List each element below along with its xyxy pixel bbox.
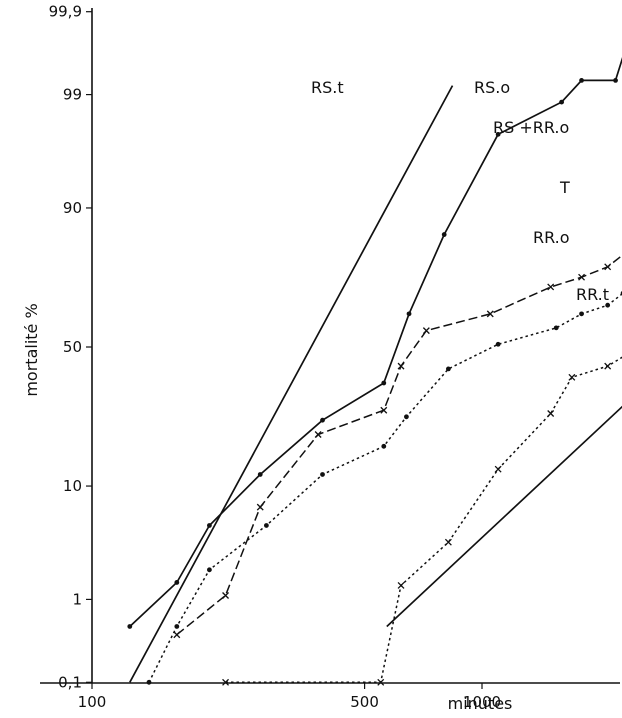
data-point — [406, 311, 412, 317]
data-point — [222, 678, 230, 686]
series-label-rr-t: RR.t — [576, 285, 609, 304]
series-rs-rr-o — [173, 254, 622, 639]
data-point — [486, 310, 494, 318]
data-point — [495, 131, 501, 137]
series-label-layer: RS.t RS.o RS +RR.o T RR.o RR.t — [311, 78, 609, 304]
series-line-rs-t — [129, 85, 454, 683]
x-tick-label: 1000 — [463, 693, 501, 711]
data-point — [381, 443, 387, 449]
data-point — [127, 624, 133, 629]
data-point — [579, 77, 584, 83]
data-point — [263, 523, 269, 528]
data-point — [568, 373, 576, 381]
data-point — [207, 523, 212, 528]
y-tick-label: 99 — [63, 86, 82, 104]
series-line-rs-rr-o — [176, 254, 622, 636]
data-point — [320, 417, 325, 423]
data-point — [404, 414, 409, 420]
data-point — [381, 380, 387, 386]
data-point — [604, 263, 612, 271]
data-point — [559, 99, 565, 105]
series-line-rs-o — [129, 56, 622, 628]
x-tick-label: 500 — [350, 693, 379, 711]
series-label-t: T — [559, 178, 570, 197]
x-axis-title: minutes — [448, 694, 513, 713]
data-point — [605, 302, 611, 308]
data-point — [444, 538, 452, 546]
data-point — [174, 624, 180, 629]
data-point — [547, 410, 555, 417]
y-axis-title: mortalité % — [22, 303, 41, 396]
series-label-rr-o: RR.o — [533, 228, 570, 247]
data-point — [397, 362, 405, 370]
data-point — [256, 503, 264, 511]
y-tick-label: 50 — [63, 338, 82, 356]
y-tick-label: 10 — [63, 477, 82, 495]
data-point — [578, 273, 586, 281]
data-point — [495, 341, 501, 347]
series-line-rr-o — [225, 356, 622, 684]
series-line-t — [148, 293, 622, 683]
series-rr-o — [222, 356, 622, 686]
series-line-rr-t — [386, 405, 622, 628]
series-label-rs-rr-o: RS +RR.o — [493, 118, 569, 137]
data-point — [613, 77, 618, 83]
data-point — [146, 679, 152, 685]
data-point — [441, 232, 447, 237]
data-point — [397, 581, 405, 589]
y-tick-label: 1 — [72, 590, 82, 608]
data-point — [494, 465, 502, 473]
data-point — [314, 431, 322, 438]
data-point — [257, 472, 263, 477]
series-label-rs-t: RS.t — [311, 78, 344, 97]
data-point — [579, 311, 584, 317]
data-point — [604, 362, 612, 370]
data-point — [377, 678, 385, 686]
series-rr-t — [386, 405, 622, 628]
y-tick-label: 99,9 — [49, 3, 82, 21]
series-t — [146, 291, 622, 685]
y-tick-label: 0,1 — [58, 673, 82, 691]
series-label-rs-o: RS.o — [474, 78, 510, 97]
y-tick-label: 90 — [63, 199, 82, 217]
data-point — [445, 366, 451, 372]
data-point — [320, 472, 325, 477]
data-point — [222, 592, 230, 599]
series-rs-o — [127, 56, 622, 629]
data-point — [547, 283, 555, 291]
data-point — [422, 327, 430, 335]
data-point — [553, 325, 559, 331]
data-point — [173, 631, 181, 639]
data-point — [174, 580, 180, 585]
data-point — [380, 406, 388, 414]
series-rs-t — [129, 85, 454, 683]
data-point — [207, 567, 212, 573]
x-tick-label: 100 — [78, 693, 107, 711]
series-layer — [127, 56, 622, 686]
